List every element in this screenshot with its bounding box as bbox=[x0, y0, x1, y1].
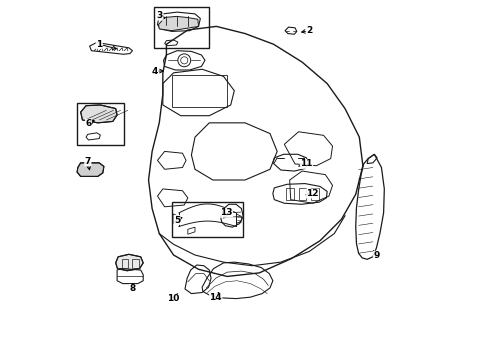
Polygon shape bbox=[81, 105, 117, 123]
Polygon shape bbox=[116, 254, 143, 271]
Text: 6: 6 bbox=[85, 119, 94, 128]
Bar bbox=[154, 7, 209, 48]
Text: 2: 2 bbox=[302, 26, 313, 35]
Text: 3: 3 bbox=[157, 11, 165, 20]
Bar bbox=[77, 103, 123, 145]
Text: 7: 7 bbox=[85, 157, 91, 170]
Text: 10: 10 bbox=[168, 293, 180, 303]
Bar bbox=[132, 258, 139, 267]
Bar bbox=[172, 202, 243, 237]
Text: 4: 4 bbox=[152, 67, 163, 76]
Polygon shape bbox=[159, 17, 198, 31]
Text: 13: 13 bbox=[220, 208, 233, 218]
Bar bbox=[172, 75, 227, 107]
Text: 5: 5 bbox=[174, 216, 182, 225]
Text: 14: 14 bbox=[209, 292, 222, 302]
Bar bbox=[311, 188, 319, 200]
Bar bbox=[286, 188, 294, 200]
Text: 12: 12 bbox=[305, 189, 318, 198]
Text: 1: 1 bbox=[96, 40, 116, 49]
Text: 8: 8 bbox=[129, 284, 136, 293]
Text: 11: 11 bbox=[299, 159, 313, 168]
Text: 9: 9 bbox=[373, 251, 380, 260]
Bar bbox=[298, 188, 306, 200]
Bar bbox=[122, 258, 128, 267]
Polygon shape bbox=[77, 163, 104, 176]
